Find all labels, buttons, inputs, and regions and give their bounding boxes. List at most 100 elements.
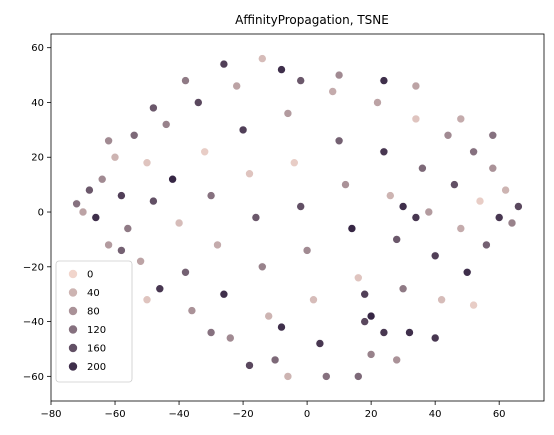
data-point-59 (456, 224, 466, 233)
data-point-37 (315, 339, 325, 348)
data-point-53 (418, 163, 427, 173)
points-layer (72, 54, 523, 381)
data-point-88 (456, 114, 466, 124)
data-point-35 (302, 246, 312, 255)
data-point-26 (245, 169, 254, 178)
x-axis: −80 −60 −40 −20 0 20 40 60 (40, 401, 506, 420)
data-point-90 (277, 322, 286, 332)
chart-title: AffinityPropagation, TSNE (235, 13, 389, 27)
data-point-75 (296, 76, 306, 85)
data-point-28 (257, 262, 267, 272)
y-tick-label: 40 (31, 98, 44, 109)
data-point-27 (251, 213, 261, 222)
x-tick-label: 20 (365, 409, 378, 420)
data-point-39 (328, 87, 338, 96)
data-point-49 (392, 235, 402, 244)
data-point-81 (283, 372, 293, 381)
legend-label: 200 (87, 362, 106, 373)
data-point-24 (232, 81, 241, 91)
legend-label: 80 (87, 307, 100, 318)
data-point-48 (385, 191, 395, 200)
data-point-25 (238, 125, 248, 135)
data-point-91 (366, 311, 376, 321)
data-point-87 (149, 103, 158, 113)
data-point-52 (411, 114, 421, 124)
data-point-2 (91, 213, 101, 222)
data-point-6 (123, 224, 133, 233)
y-tick-label: 20 (31, 153, 44, 164)
data-point-3 (97, 174, 107, 184)
data-point-62 (475, 196, 485, 206)
data-point-4 (110, 152, 120, 162)
legend-label: 160 (87, 344, 106, 355)
legend-label: 0 (87, 270, 93, 281)
data-point-85 (469, 300, 478, 310)
data-point-1 (72, 199, 81, 209)
data-point-34 (296, 202, 306, 211)
data-point-66 (501, 185, 510, 195)
x-tick-label: −80 (40, 409, 61, 420)
data-point-74 (257, 54, 267, 63)
data-point-50 (398, 284, 408, 294)
data-point-61 (469, 147, 478, 157)
legend-marker (68, 287, 78, 298)
data-point-55 (430, 251, 440, 261)
legend-label: 120 (87, 325, 106, 336)
data-point-86 (104, 136, 113, 146)
data-point-36 (309, 295, 318, 305)
data-point-47 (379, 147, 389, 157)
data-point-95 (411, 213, 421, 222)
data-point-33 (289, 158, 299, 167)
legend-marker (68, 269, 78, 279)
data-point-9 (142, 158, 152, 167)
data-point-30 (270, 355, 280, 365)
data-point-40 (334, 136, 344, 146)
x-tick-label: −20 (233, 409, 254, 420)
legend-marker (68, 343, 78, 353)
data-point-42 (347, 224, 357, 233)
data-point-13 (161, 120, 171, 129)
data-point-38 (321, 372, 331, 381)
data-point-92 (379, 328, 389, 337)
legend-label: 40 (87, 288, 100, 299)
data-point-12 (155, 284, 165, 294)
data-point-67 (507, 218, 517, 228)
data-point-8 (129, 131, 139, 140)
data-point-5 (117, 191, 126, 200)
data-point-41 (341, 180, 350, 189)
data-point-31 (277, 65, 286, 74)
data-point-22 (219, 289, 229, 299)
data-point-23 (226, 333, 235, 343)
data-point-93 (360, 289, 370, 299)
data-point-73 (219, 59, 229, 69)
data-point-89 (488, 131, 498, 140)
data-point-51 (405, 328, 414, 337)
y-tick-label: 0 (38, 208, 44, 219)
data-point-16 (181, 267, 190, 277)
data-point-14 (168, 174, 177, 184)
legend-marker (68, 361, 78, 372)
data-point-18 (194, 98, 203, 107)
data-point-64 (488, 163, 498, 173)
data-point-54 (424, 207, 434, 217)
data-point-70 (117, 246, 126, 255)
data-point-56 (437, 295, 446, 305)
data-point-76 (334, 70, 344, 80)
data-point-82 (353, 372, 363, 381)
data-point-43 (353, 273, 363, 283)
data-point-58 (450, 180, 459, 189)
x-tick-label: 0 (304, 409, 310, 420)
data-point-83 (392, 355, 402, 365)
data-point-65 (494, 213, 504, 222)
data-point-69 (78, 207, 88, 217)
x-tick-label: −40 (168, 409, 189, 420)
x-tick-label: 40 (429, 409, 442, 420)
legend-marker (68, 306, 78, 316)
data-point-80 (245, 361, 254, 370)
data-point-29 (264, 311, 274, 321)
y-tick-label: 60 (31, 43, 44, 54)
data-point-11 (136, 256, 145, 266)
x-tick-label: 60 (493, 409, 506, 420)
data-point-46 (373, 98, 382, 107)
